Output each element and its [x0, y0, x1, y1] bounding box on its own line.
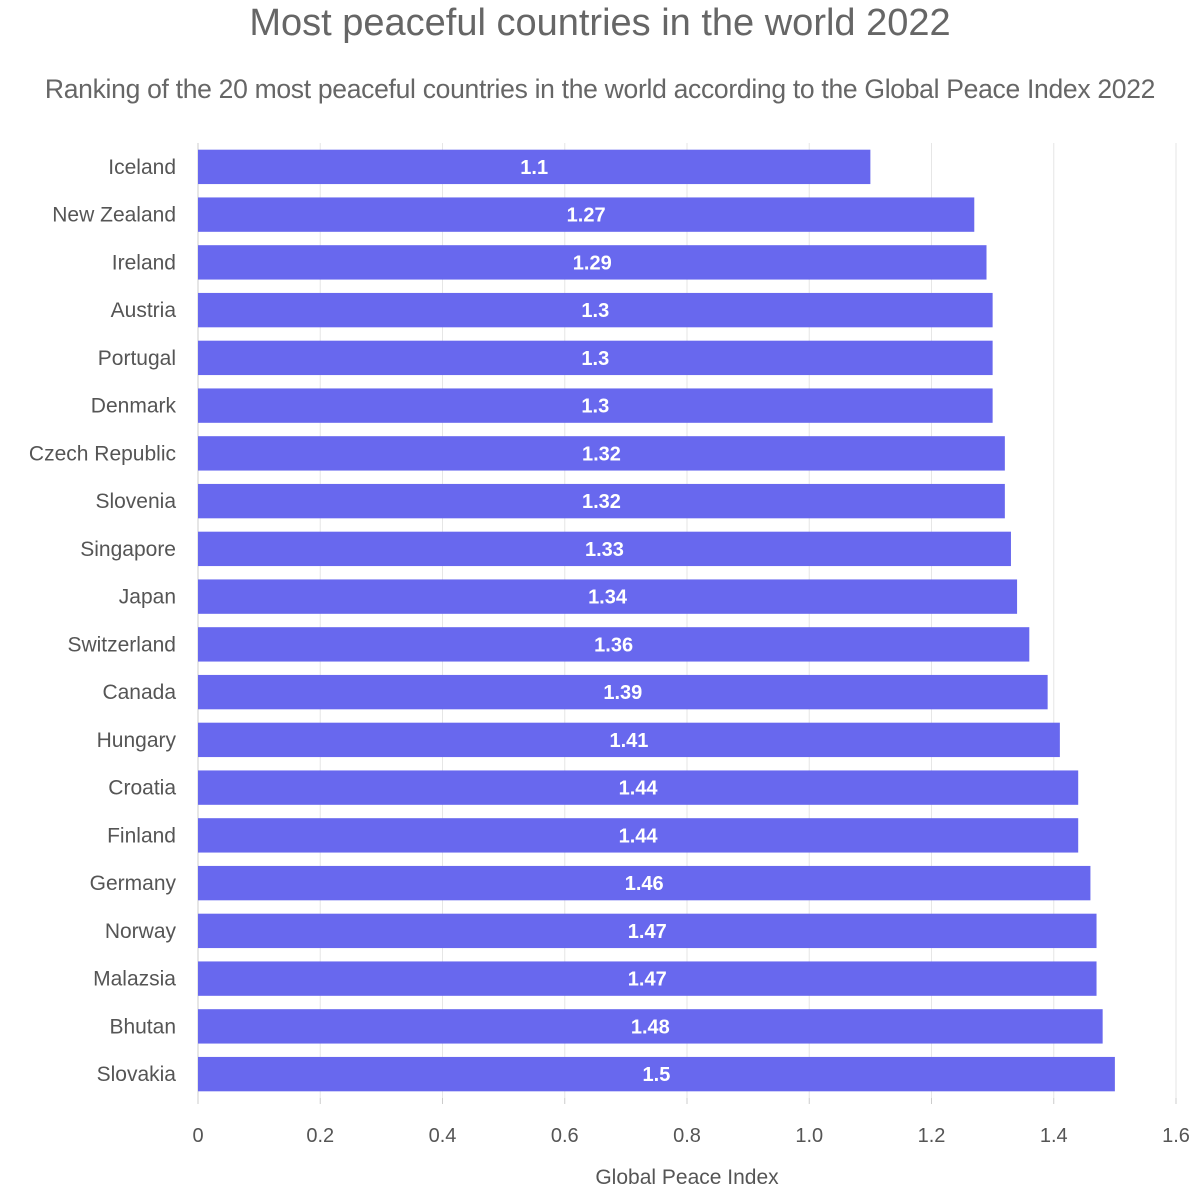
chart-title: Most peaceful countries in the world 202… [249, 2, 951, 44]
bar [198, 436, 1005, 471]
bar [198, 1056, 1115, 1092]
bar [198, 865, 1091, 901]
value-label: 1.29 [573, 252, 612, 274]
category-label: Singapore [80, 538, 176, 561]
category-label: Czech Republic [29, 442, 176, 465]
value-label: 1.3 [581, 396, 609, 418]
x-axis-ticks: 0 0.2 0.4 0.6 0.8 1.0 1.2 1.4 1.6 [192, 1098, 1190, 1147]
category-labels: Iceland New Zealand Ireland Austria Portugal… [29, 156, 177, 1086]
category-label: New Zealand [52, 204, 176, 227]
value-label: 1.27 [567, 205, 606, 227]
bar [198, 770, 1079, 805]
bar [198, 722, 1060, 758]
category-label: Austria [111, 299, 177, 322]
bar [198, 197, 975, 232]
bar [198, 961, 1097, 996]
bar [198, 292, 993, 328]
value-label: 1.34 [588, 587, 628, 609]
value-label: 1.47 [628, 969, 667, 991]
bar [198, 1009, 1103, 1044]
x-tick-label: 0.8 [673, 1125, 701, 1147]
x-tick-label: 1.2 [918, 1125, 946, 1147]
bar [198, 627, 1030, 662]
bar [198, 913, 1097, 949]
category-label: Portugal [98, 347, 176, 370]
category-label: Finland [107, 824, 176, 847]
x-tick-label: 1.0 [795, 1125, 823, 1147]
category-label: Croatia [108, 777, 176, 800]
bar [198, 388, 993, 423]
x-tick-label: 0.6 [551, 1125, 579, 1147]
category-label: Malazsia [93, 968, 176, 991]
value-label: 1.36 [594, 634, 633, 656]
value-label: 1.41 [609, 730, 648, 752]
value-label: 1.33 [585, 539, 624, 561]
value-label: 1.46 [625, 873, 664, 895]
bar [198, 149, 871, 185]
value-label: 1.32 [582, 443, 621, 465]
x-axis-title: Global Peace Index [595, 1166, 779, 1189]
value-label: 1.47 [628, 921, 667, 943]
category-label: Germany [90, 872, 177, 895]
bar [198, 531, 1011, 567]
category-label: Japan [119, 586, 176, 609]
bars [198, 149, 1115, 1092]
value-label: 1.44 [619, 778, 659, 800]
bar [198, 340, 993, 376]
category-label: Slovakia [97, 1063, 177, 1086]
bar [198, 483, 1005, 519]
bar [198, 818, 1079, 853]
x-tick-label: 0.2 [306, 1125, 334, 1147]
value-labels: 1.1 1.27 1.29 1.3 1.3 1.3 1.32 1.32 1.33 1.34 1.36… [520, 157, 670, 1086]
x-tick-label: 1.4 [1040, 1125, 1068, 1147]
value-label: 1.1 [520, 157, 548, 179]
category-label: Norway [105, 920, 177, 943]
x-tick-label: 0.4 [429, 1125, 457, 1147]
value-label: 1.39 [603, 682, 642, 704]
value-label: 1.5 [643, 1064, 671, 1086]
gridlines [197, 143, 1177, 1098]
bar [198, 579, 1018, 614]
chart-subtitle: Ranking of the 20 most peaceful countrie… [44, 74, 1156, 104]
value-label: 1.3 [581, 300, 609, 322]
category-label: Ireland [112, 251, 176, 274]
bar [198, 245, 987, 280]
value-label: 1.3 [581, 348, 609, 370]
category-label: Hungary [97, 729, 177, 752]
x-tick-label: 1.6 [1162, 1125, 1190, 1147]
x-tick-label: 0 [192, 1125, 203, 1147]
bar [198, 674, 1048, 710]
category-label: Iceland [108, 156, 176, 179]
category-label: Bhutan [109, 1015, 176, 1038]
category-label: Denmark [91, 395, 177, 418]
category-label: Canada [102, 681, 176, 704]
category-label: Switzerland [67, 633, 176, 656]
value-label: 1.48 [631, 1016, 670, 1038]
value-label: 1.44 [619, 825, 659, 847]
value-label: 1.32 [582, 491, 621, 513]
category-label: Slovenia [95, 490, 176, 513]
